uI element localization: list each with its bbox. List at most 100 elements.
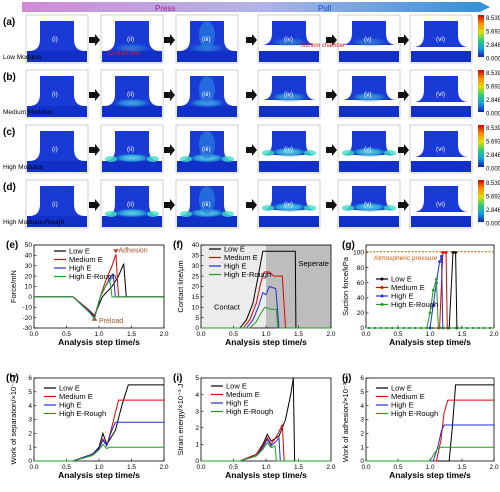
colorbar-tick: 0.000 xyxy=(486,167,500,173)
substrate xyxy=(339,51,399,62)
y-axis-label: Force/mN xyxy=(9,270,18,303)
legend-label: High E-Rough xyxy=(69,272,116,281)
stress-field xyxy=(349,202,389,212)
x-tick-label: 0.0 xyxy=(196,464,205,471)
y-tick-label: 3 xyxy=(28,417,32,424)
y-tick-label: 15 xyxy=(192,294,200,301)
x-axis-label: Analysis step time/s xyxy=(225,337,307,347)
step-arrow xyxy=(246,199,257,211)
sim-panel: (v) xyxy=(337,69,401,119)
substrate xyxy=(102,161,162,172)
step-arrow xyxy=(89,34,100,46)
legend-label: High E-Rough xyxy=(391,300,438,309)
y-tick-label: 6 xyxy=(360,375,364,382)
colorbar-gradient xyxy=(478,180,484,222)
sim-panel: (iv) xyxy=(257,179,321,229)
substrate xyxy=(27,51,87,62)
adhesion-marker xyxy=(112,249,119,254)
step-arrow xyxy=(326,89,337,101)
stress-field xyxy=(180,156,192,162)
x-tick-label: 2.0 xyxy=(159,331,168,338)
stage-label: (vi) xyxy=(436,201,445,208)
x-axis-label: Analysis step time/s xyxy=(58,470,140,480)
y-tick-label: 40 xyxy=(192,242,200,249)
data-point xyxy=(466,327,469,329)
series-line xyxy=(201,441,331,462)
substrate xyxy=(411,216,471,227)
x-axis-label: Analysis step time/s xyxy=(389,337,471,347)
y-tick-label: 2 xyxy=(195,425,199,432)
stress-field xyxy=(199,21,215,49)
sim-panel: (v) xyxy=(337,124,401,174)
x-tick-label: 1.0 xyxy=(94,331,103,338)
x-tick-label: 0.5 xyxy=(229,464,238,471)
y-tick-label: 1 xyxy=(195,442,199,449)
x-tick-label: 0.0 xyxy=(361,331,370,338)
step-arrow xyxy=(398,144,409,156)
legend-label: High E xyxy=(224,262,247,271)
process-arrow: Press Pull xyxy=(22,2,490,13)
stress-field xyxy=(199,186,215,214)
adhesive-pad xyxy=(413,131,469,157)
data-point xyxy=(441,251,445,254)
colorbar-tick: 0.000 xyxy=(486,222,500,228)
sim-panel: (iii) xyxy=(175,179,239,229)
stress-field xyxy=(105,156,117,162)
sim-panel: (iv) xyxy=(257,69,321,119)
stage-label: (v) xyxy=(364,91,372,98)
panel-label: (f) xyxy=(173,240,183,251)
colorbar-tick: 0.000 xyxy=(486,57,500,63)
y-axis-label: Contact line/μm xyxy=(176,260,185,312)
stress-field xyxy=(112,43,152,53)
y-tick-label: 4 xyxy=(28,403,32,410)
series-line xyxy=(366,424,494,462)
sim-panel: (iv) xyxy=(257,14,321,64)
row-label: (b) xyxy=(3,72,16,83)
stress-field xyxy=(105,211,117,217)
preload-annotation: Preload xyxy=(99,318,123,325)
panel-label: (i) xyxy=(173,373,182,384)
legend-label: Medium E xyxy=(391,283,425,292)
step-arrow xyxy=(398,89,409,101)
step-arrow xyxy=(398,199,409,211)
x-tick-label: 0.5 xyxy=(393,331,402,338)
y-tick-label: 50 xyxy=(25,242,33,249)
sim-panel: (vi) xyxy=(409,14,473,64)
legend-label: High E xyxy=(59,401,82,410)
legend-label: Low E xyxy=(224,245,245,254)
sim-row: (d) (i) (ii) (iii) (iv) (v) (vi) High Modulus-R… xyxy=(3,179,500,229)
colorbar-tick: 2.846 xyxy=(486,153,500,159)
stress-field xyxy=(304,150,316,156)
colorbar-gradient xyxy=(478,15,484,57)
y-tick-label: -30 xyxy=(23,325,33,332)
substrate xyxy=(259,106,319,117)
substrate xyxy=(411,161,471,172)
y-tick-label: 20 xyxy=(357,310,365,317)
stage-label: (ii) xyxy=(127,36,134,43)
annotation-suction-chamber: Suction chamber xyxy=(300,43,345,49)
data-point xyxy=(373,327,376,329)
colorbar-gradient xyxy=(478,70,484,112)
charts-area: 0.0 0.5 1.0 1.5 2.0-30-20-1001020304050Analy… xyxy=(6,240,499,480)
sim-panel: (ii) xyxy=(100,14,164,64)
step-arrow xyxy=(164,199,175,211)
sim-row: (c) (i) (ii) (iii) (iv) (v) (vi) High Modulus 8.… xyxy=(3,124,500,174)
y-tick-label: 0 xyxy=(28,458,32,465)
x-tick-label: 1.5 xyxy=(294,331,303,338)
sim-panel: (i) xyxy=(25,124,89,174)
sim-panel: (ii) xyxy=(100,69,164,119)
stress-field xyxy=(112,208,152,218)
substrate xyxy=(177,161,237,172)
data-point xyxy=(440,254,443,258)
legend-label: High E xyxy=(391,401,414,410)
stress-field xyxy=(222,156,234,162)
stage-label: (v) xyxy=(364,146,372,153)
y-axis-label: Suction force/kPa xyxy=(341,256,350,316)
series-line xyxy=(366,252,494,329)
data-point xyxy=(437,327,440,329)
x-tick-label: 2.0 xyxy=(326,464,335,471)
data-point xyxy=(471,327,474,329)
stress-field xyxy=(269,37,309,47)
step-arrow xyxy=(246,34,257,46)
